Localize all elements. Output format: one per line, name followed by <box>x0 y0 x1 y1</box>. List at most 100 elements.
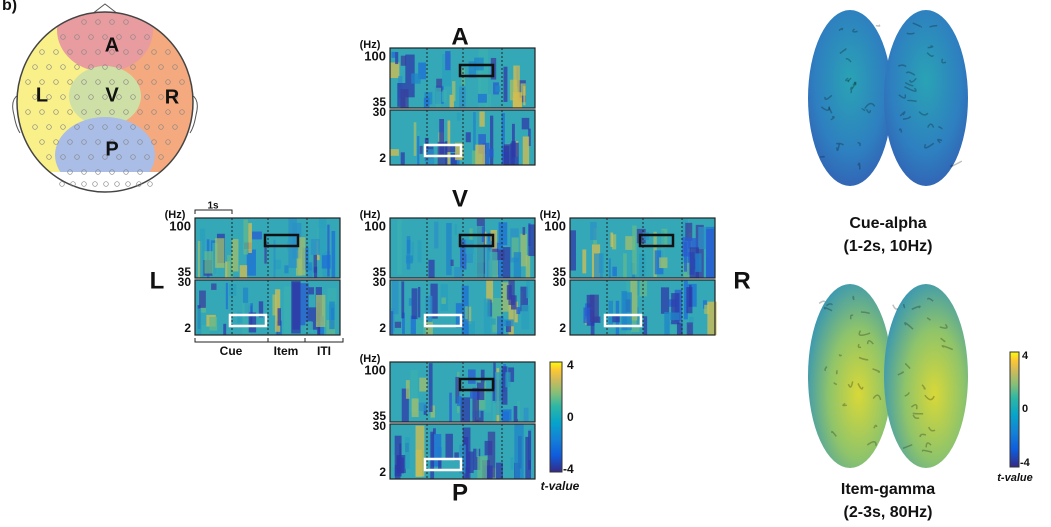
spectrogram-patch <box>590 295 599 322</box>
spectrogram-patch <box>632 226 637 275</box>
gyrus <box>853 297 854 301</box>
freq-tick: 2 <box>379 465 386 479</box>
spectrogram-patch <box>397 219 401 274</box>
spectrogram-patch <box>526 255 530 278</box>
freq-tick: 100 <box>364 218 386 233</box>
spectrogram-patch <box>414 122 417 156</box>
spectrogram-patch <box>594 253 603 278</box>
spectrogram-patch <box>199 291 206 308</box>
spectrogram-patch <box>311 239 320 255</box>
region-label: V <box>105 84 119 106</box>
spectrogram-patch <box>452 81 455 101</box>
spectrogram-patch <box>493 403 496 422</box>
spectrogram-patch <box>314 267 317 278</box>
spectrogram-patch <box>623 253 627 278</box>
colorbar <box>550 362 562 472</box>
panel-label: L <box>150 267 165 294</box>
freq-tick: 100 <box>544 218 566 233</box>
spectrogram-patch <box>390 62 399 78</box>
spectrogram-patch <box>316 295 325 327</box>
spectrogram-patch <box>670 312 679 320</box>
panel-label: A <box>451 23 468 50</box>
spectrogram-patch <box>449 393 452 422</box>
spectrogram-patch <box>229 284 236 296</box>
spectrogram-patch <box>278 308 281 325</box>
freq-tick: 30 <box>553 275 567 289</box>
colorbar-tick: 4 <box>567 358 574 372</box>
brain-detail: (2-3s, 80Hz) <box>844 504 933 521</box>
gyrus <box>893 305 898 310</box>
spectrogram-patch <box>465 306 468 319</box>
spectrogram-patch <box>477 383 484 400</box>
panels: (Hz)10035302A(Hz)10035302V(Hz)10035302L(… <box>150 23 751 506</box>
spectrogram-patch <box>526 280 530 298</box>
spectrogram-patch <box>504 319 514 326</box>
spectrogram-patch <box>215 238 224 268</box>
spectrogram-patch <box>322 255 331 269</box>
hemisphere <box>884 284 968 468</box>
spectrogram-patch <box>284 265 288 273</box>
spectrogram-patch <box>425 296 432 322</box>
epoch-label: Item <box>274 344 299 358</box>
brain-title: Item-gamma <box>841 481 935 498</box>
brain <box>808 284 968 468</box>
region-label: R <box>165 86 180 108</box>
freq-tick: 30 <box>373 275 387 289</box>
spectrogram-patch <box>438 460 441 470</box>
spectrogram-patch <box>528 224 534 256</box>
spectrogram-patch <box>510 457 513 470</box>
spectrogram-patch <box>204 251 213 273</box>
spectrogram-patch <box>418 403 426 412</box>
spectrogram-patch <box>507 285 512 300</box>
spectrogram-patch <box>497 250 504 260</box>
spectrogram-patch <box>465 467 469 477</box>
spectrogram-patch <box>392 280 398 314</box>
hemisphere <box>884 10 968 186</box>
brain-detail: (1-2s, 10Hz) <box>844 238 933 255</box>
spectrogram-patch <box>447 121 450 165</box>
gyrus <box>820 156 824 157</box>
spectrogram-patch <box>644 316 648 335</box>
spectrogram-patch <box>211 283 216 289</box>
freq-tick: 100 <box>364 362 386 377</box>
spectrogram-patch <box>477 456 487 479</box>
colorbar-tick: 0 <box>567 410 574 424</box>
spectrogram-patch <box>232 239 239 271</box>
spectrogram-patch <box>327 225 329 277</box>
spectrogram-patch <box>460 397 470 422</box>
spectrogram-patch <box>308 287 314 294</box>
spectrogram-patch <box>237 312 243 323</box>
freq-tick: 2 <box>184 321 191 335</box>
spectrogram-patch <box>468 369 476 383</box>
spectrogram-patch <box>434 222 438 249</box>
spectrogram-patch <box>522 118 530 130</box>
spectrogram-patch <box>451 260 454 266</box>
spectrogram-patch <box>523 86 525 105</box>
spectrogram-patch <box>481 370 485 383</box>
spectrogram-patch <box>695 253 701 272</box>
spectrogram-patch <box>514 424 523 479</box>
spectrogram-patch <box>412 288 418 319</box>
brain <box>808 10 968 186</box>
spectrogram-patch <box>284 286 293 335</box>
spectrogram-patch <box>484 299 491 335</box>
freq-tick: 100 <box>169 218 191 233</box>
epoch-label: Cue <box>220 344 243 358</box>
region-label: A <box>105 34 119 56</box>
electrode <box>60 182 65 187</box>
spectrogram-patch <box>687 322 693 335</box>
spectrogram-patch <box>332 231 336 278</box>
spectrogram-patch <box>405 437 410 468</box>
spectrogram-patch <box>466 132 471 142</box>
spectrogram-patch <box>446 223 452 275</box>
head-map: A V L R P <box>13 0 198 202</box>
colorbar-tick: 0 <box>1022 403 1028 415</box>
colorbar-label: t-value <box>997 472 1032 484</box>
spectrogram-patch <box>395 52 398 64</box>
spectrogram-patch <box>305 322 313 333</box>
gyrus <box>913 413 923 414</box>
spectrogram-patch <box>440 284 448 311</box>
spectrogram-patch <box>243 220 248 255</box>
spectrogram-patch <box>514 252 521 278</box>
spectrogram-patch <box>401 56 406 66</box>
